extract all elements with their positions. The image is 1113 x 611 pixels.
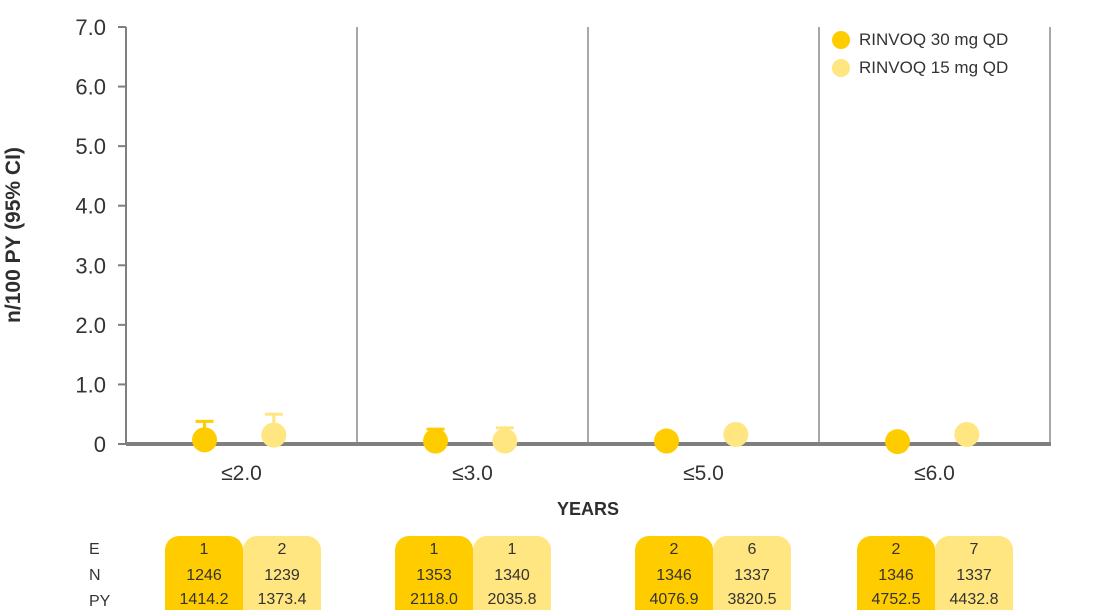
table-cell-group: 1 1353 2118.0 xyxy=(395,536,473,610)
row-label-e: E xyxy=(89,541,100,558)
table-cell-group: 2 1239 1373.4 xyxy=(243,536,321,610)
data-point xyxy=(261,422,287,448)
table-cell: 6 xyxy=(747,541,757,558)
table-cell: 2035.8 xyxy=(487,591,537,608)
table-cell: 1414.2 xyxy=(179,591,229,608)
data-point xyxy=(423,428,449,454)
data-point xyxy=(885,429,911,455)
legend: RINVOQ 30 mg QD RINVOQ 15 mg QD xyxy=(832,26,1008,82)
table-cell: 1 xyxy=(507,541,517,558)
data-point xyxy=(492,428,518,454)
x-axis-label: YEARS xyxy=(557,499,619,519)
y-tick-label: 5.0 xyxy=(75,134,106,159)
table-cell-group: 2 1346 4752.5 xyxy=(857,536,935,610)
x-tick-label: ≤6.0 xyxy=(914,462,955,485)
table-cell-group: 2 1346 4076.9 xyxy=(635,536,713,610)
table-cell: 1346 xyxy=(878,567,914,584)
table-cell: 3820.5 xyxy=(727,591,777,608)
y-axis-label: n/100 PY (95% CI) xyxy=(2,147,25,323)
legend-item-rinvoq-15: RINVOQ 15 mg QD xyxy=(832,54,1008,82)
x-tick-label: ≤2.0 xyxy=(221,462,262,485)
data-point xyxy=(654,428,680,454)
table-cell: 1239 xyxy=(264,567,300,584)
table-cell: 2 xyxy=(891,541,901,558)
table-cell: 4432.8 xyxy=(949,591,999,608)
y-tick-label: 7.0 xyxy=(75,15,106,40)
y-tick-label: 3.0 xyxy=(75,253,106,278)
table-cell: 1373.4 xyxy=(257,591,307,608)
table-cell-group: 1 1246 1414.2 xyxy=(165,536,243,610)
chart-area: 0 1.0 2.0 3.0 4.0 5.0 6.0 7.0 ≤2.0 ≤3.0 ≤5.0 ≤6.0 YE… xyxy=(75,15,1051,519)
table-cell: 1 xyxy=(429,541,439,558)
table-cell-group: 7 1337 4432.8 xyxy=(935,536,1013,610)
y-tick-label: 6.0 xyxy=(75,75,106,100)
legend-item-rinvoq-30: RINVOQ 30 mg QD xyxy=(832,26,1008,54)
x-tick-label: ≤3.0 xyxy=(452,462,493,485)
row-label-py: PY xyxy=(89,593,111,610)
table-cell-group: 6 1337 3820.5 xyxy=(713,536,791,610)
table-cell: 7 xyxy=(969,541,979,558)
table-cell: 4752.5 xyxy=(871,591,921,608)
legend-marker-icon xyxy=(832,59,850,77)
data-point xyxy=(723,421,749,447)
x-tick-label: ≤5.0 xyxy=(683,462,724,485)
y-tick-label: 0 xyxy=(94,432,106,457)
y-tick-label: 2.0 xyxy=(75,313,106,338)
table-cell: 2118.0 xyxy=(410,591,458,608)
table-cell: 2 xyxy=(669,541,679,558)
table-cell: 4076.9 xyxy=(649,591,699,608)
table-cell: 1337 xyxy=(956,567,992,584)
data-point xyxy=(192,427,218,453)
table-cell: 1340 xyxy=(494,567,530,584)
legend-marker-icon xyxy=(832,31,850,49)
table-cell: 1246 xyxy=(186,567,222,584)
table-cell: 1346 xyxy=(656,567,692,584)
y-tick-label: 4.0 xyxy=(75,194,106,219)
table-cell: 1337 xyxy=(734,567,770,584)
legend-label: RINVOQ 15 mg QD xyxy=(859,58,1009,77)
legend-label: RINVOQ 30 mg QD xyxy=(859,30,1009,49)
table-cell: 2 xyxy=(277,541,287,558)
y-tick-label: 1.0 xyxy=(75,372,106,397)
data-point xyxy=(954,421,980,447)
table-cell: 1353 xyxy=(416,567,452,584)
table-cell: 1 xyxy=(199,541,209,558)
table-cell-group: 1 1340 2035.8 xyxy=(473,536,551,610)
row-label-n: N xyxy=(89,567,101,584)
